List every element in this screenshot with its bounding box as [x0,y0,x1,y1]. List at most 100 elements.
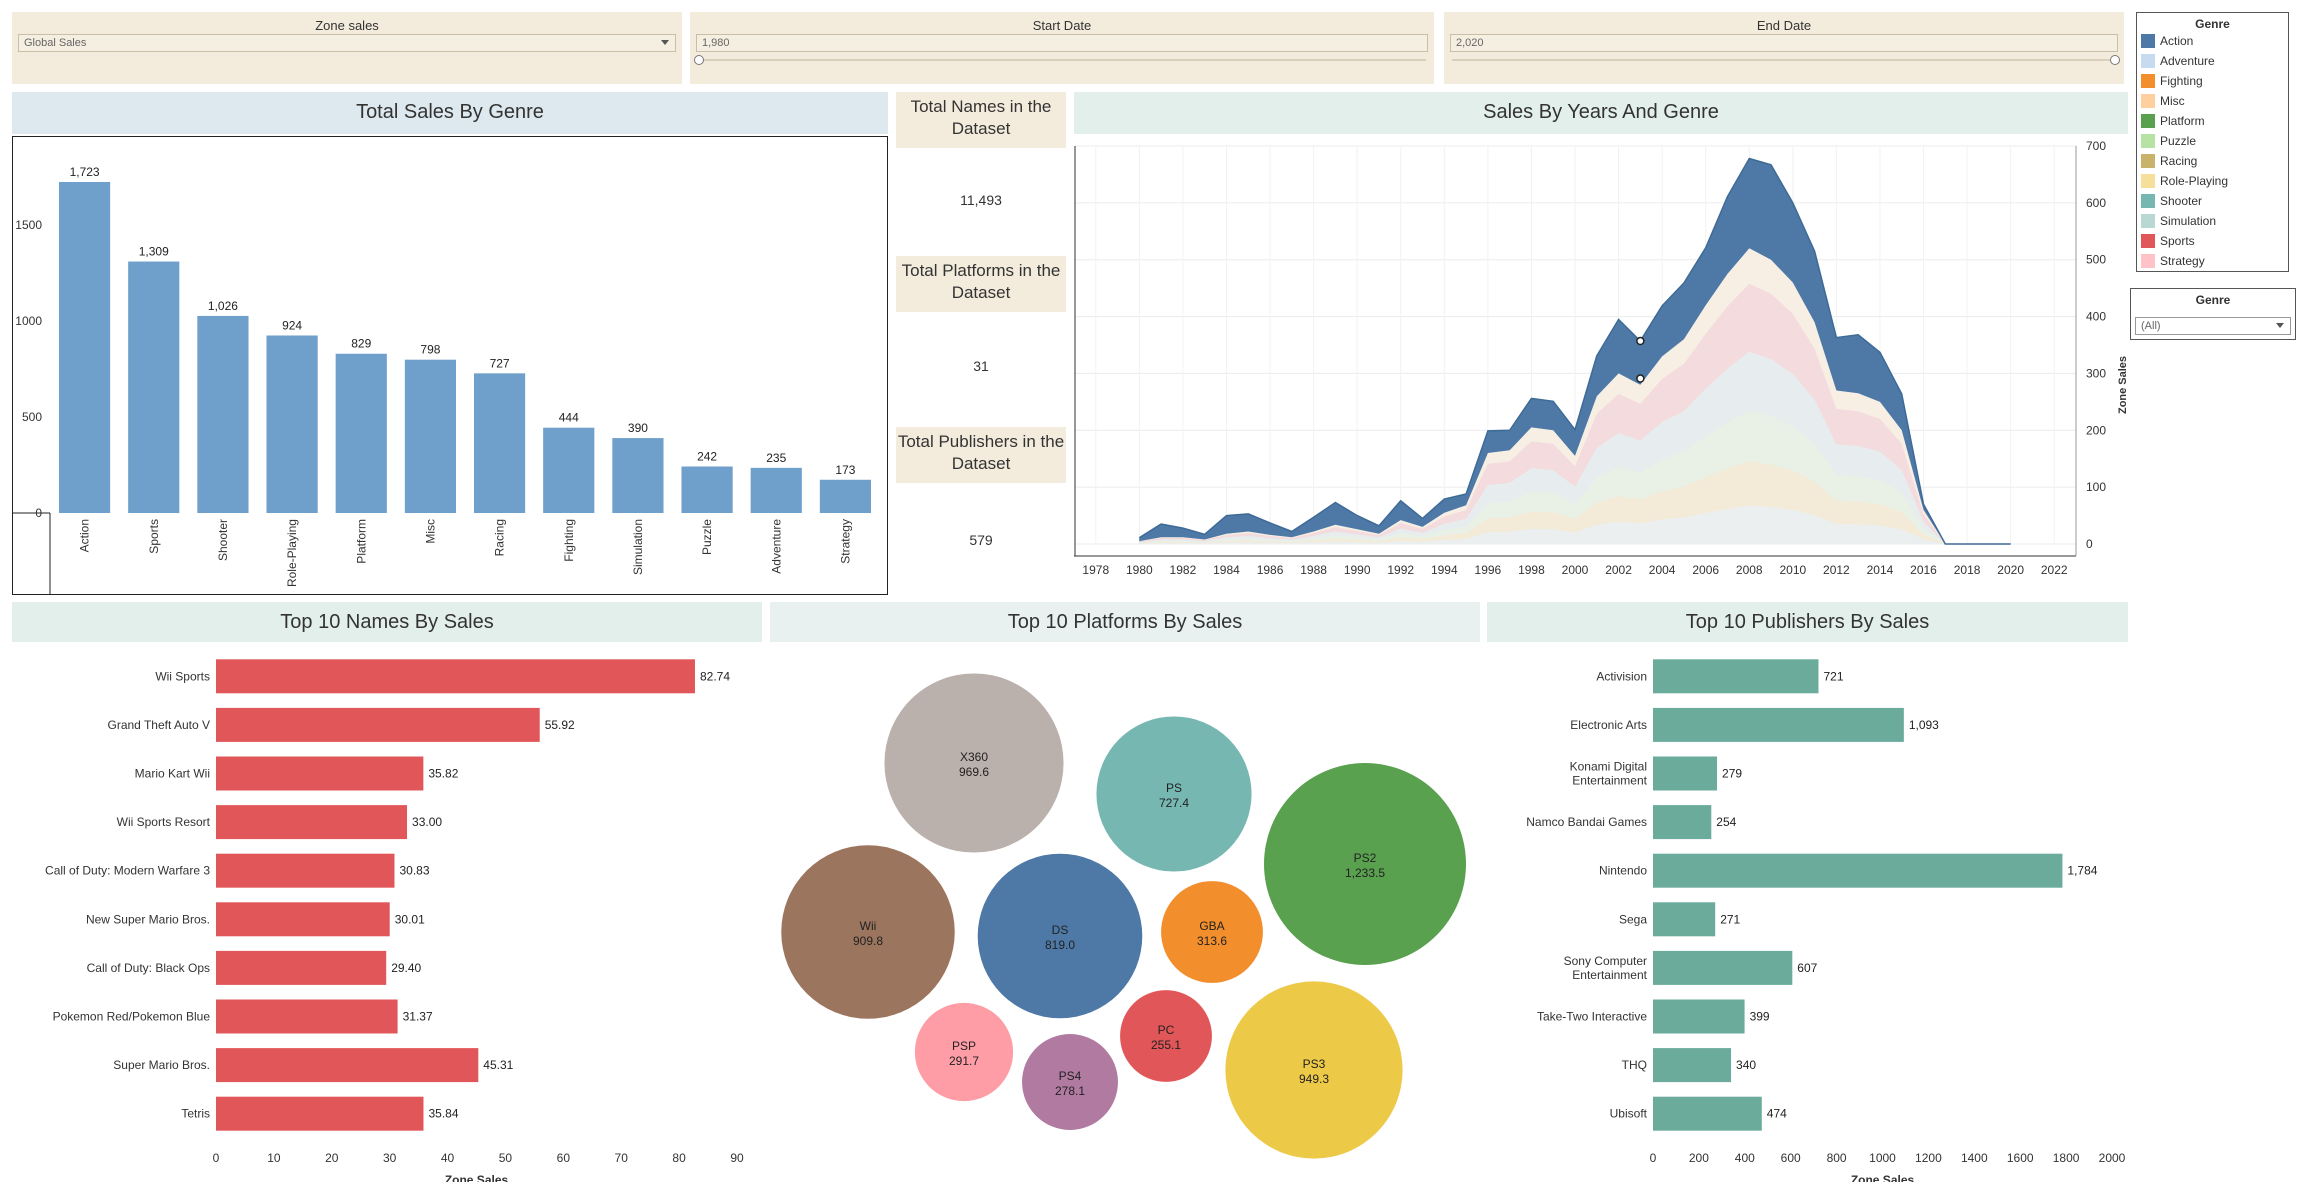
x-tick-label: Fighting [562,519,576,562]
bar [1653,1096,1762,1131]
legend-item[interactable]: Action [2137,31,2288,51]
legend-label: Sports [2160,234,2195,248]
bubble [914,1002,1014,1102]
x-tick-label: 1200 [1915,1151,1942,1165]
legend-item[interactable]: Strategy [2137,251,2288,271]
x-tick-label: 800 [1827,1151,1847,1165]
bar [681,466,733,513]
data-label: 82.74 [700,669,730,683]
genre-filter-title: Genre [2195,293,2231,307]
chevron-down-icon[interactable] [2276,323,2284,328]
x-tick-label: 80 [672,1151,686,1165]
y-axis-title: Zone Sales [2117,356,2129,414]
legend-item[interactable]: Shooter [2137,191,2288,211]
x-tick-label: 30 [383,1151,397,1165]
data-point-marker [1636,336,1645,346]
y-tick-label: Electronic Arts [1570,718,1647,732]
x-tick-label: Racing [493,519,507,556]
legend-swatch [2141,94,2155,108]
bar [197,315,249,513]
bubble-name: PS2 [1354,851,1377,865]
legend-item[interactable]: Simulation [2137,211,2288,231]
legend-label: Misc [2160,94,2185,108]
legend-label: Racing [2160,154,2198,168]
start-date-value: 1,980 [702,37,730,49]
end-date-slider[interactable] [1452,55,2120,65]
data-label: 35.82 [428,767,458,781]
legend-swatch [2141,54,2155,68]
data-label: 31.37 [403,1010,433,1024]
y-tick-label: Grand Theft Auto V [107,718,210,732]
start-date-slider-handle[interactable] [694,55,704,65]
x-tick-label: 60 [557,1151,571,1165]
zone-sales-filter-title: Zone sales [315,18,379,33]
area-genre-layer [1139,505,2011,544]
y-tick-label: Nintendo [1599,864,1647,878]
start-date-filter: Start Date 1,980 [690,12,1434,84]
legend-item[interactable]: Adventure [2137,51,2288,71]
zone-sales-dropdown[interactable]: Global Sales [18,34,676,52]
y-tick-label: Wii Sports Resort [117,815,211,829]
x-tick-label: 90 [730,1151,744,1165]
end-date-slider-handle[interactable] [2110,55,2120,65]
data-label: 35.84 [428,1107,458,1121]
genre-legend-items: Action Adventure Fighting Misc Platform Puzzl… [2137,31,2288,271]
end-date-value: 2,020 [1456,37,1484,49]
x-tick-label: Role-Playing [285,519,299,587]
x-tick-label: 1600 [2007,1151,2034,1165]
end-date-input[interactable]: 2,020 [1450,34,2118,52]
x-tick-label: 600 [1781,1151,1801,1165]
start-date-slider[interactable] [694,55,1426,65]
bubble [781,845,955,1019]
legend-swatch [2141,134,2155,148]
area-outline [1138,157,2011,545]
bar [216,707,540,742]
y-tick-label: Pokemon Red/Pokemon Blue [53,1010,211,1024]
bubble [1161,881,1263,983]
data-label: 254 [1716,815,1736,829]
bubble-value: 313.6 [1197,934,1227,948]
legend-swatch [2141,154,2155,168]
bubble-name: PC [1158,1023,1175,1037]
start-date-input[interactable]: 1,980 [696,34,1428,52]
chevron-down-icon[interactable] [661,40,669,45]
data-label: 474 [1767,1107,1787,1121]
x-tick-label: 1978 [1082,563,1109,577]
legend-item[interactable]: Fighting [2137,71,2288,91]
y2-tick-label: 500 [2086,253,2106,267]
bar [266,335,318,513]
legend-label: Fighting [2160,74,2203,88]
x-tick-label: 2018 [1954,563,1981,577]
data-label: 399 [1750,1010,1770,1024]
y-tick-label: Take-Two Interactive [1537,1010,1647,1024]
x-tick-label: 2020 [1997,563,2024,577]
legend-label: Role-Playing [2160,174,2229,188]
y2-tick-label: 300 [2086,366,2106,380]
data-label: 607 [1797,961,1817,975]
bubble [1022,1034,1118,1130]
y-tick-label: Ubisoft [1610,1107,1648,1121]
legend-item[interactable]: Puzzle [2137,131,2288,151]
years-chart-title: Sales By Years And Genre [1074,92,2128,134]
y2-tick-label: 400 [2086,310,2106,324]
x-tick-label: 1990 [1344,563,1371,577]
legend-item[interactable]: Platform [2137,111,2288,131]
genre-filter: Genre (All) [2130,288,2296,340]
y-tick-label: Super Mario Bros. [113,1058,210,1072]
bubble-value: 969.6 [959,765,989,779]
legend-item[interactable]: Role-Playing [2137,171,2288,191]
platforms-chart-title: Top 10 Platforms By Sales [770,602,1480,642]
legend-item[interactable]: Misc [2137,91,2288,111]
data-label: 924 [282,318,302,332]
publishers-chart-title: Top 10 Publishers By Sales [1487,602,2128,642]
legend-item[interactable]: Sports [2137,231,2288,251]
legend-swatch [2141,74,2155,88]
data-label: 29.40 [391,961,421,975]
x-tick-label: Strategy [838,519,852,564]
x-tick-label: 2022 [2041,563,2068,577]
legend-item[interactable]: Racing [2137,151,2288,171]
genre-filter-dropdown[interactable]: (All) [2135,317,2291,335]
x-tick-label: Simulation [631,519,645,575]
x-tick-label: 400 [1735,1151,1755,1165]
bar [216,950,387,985]
